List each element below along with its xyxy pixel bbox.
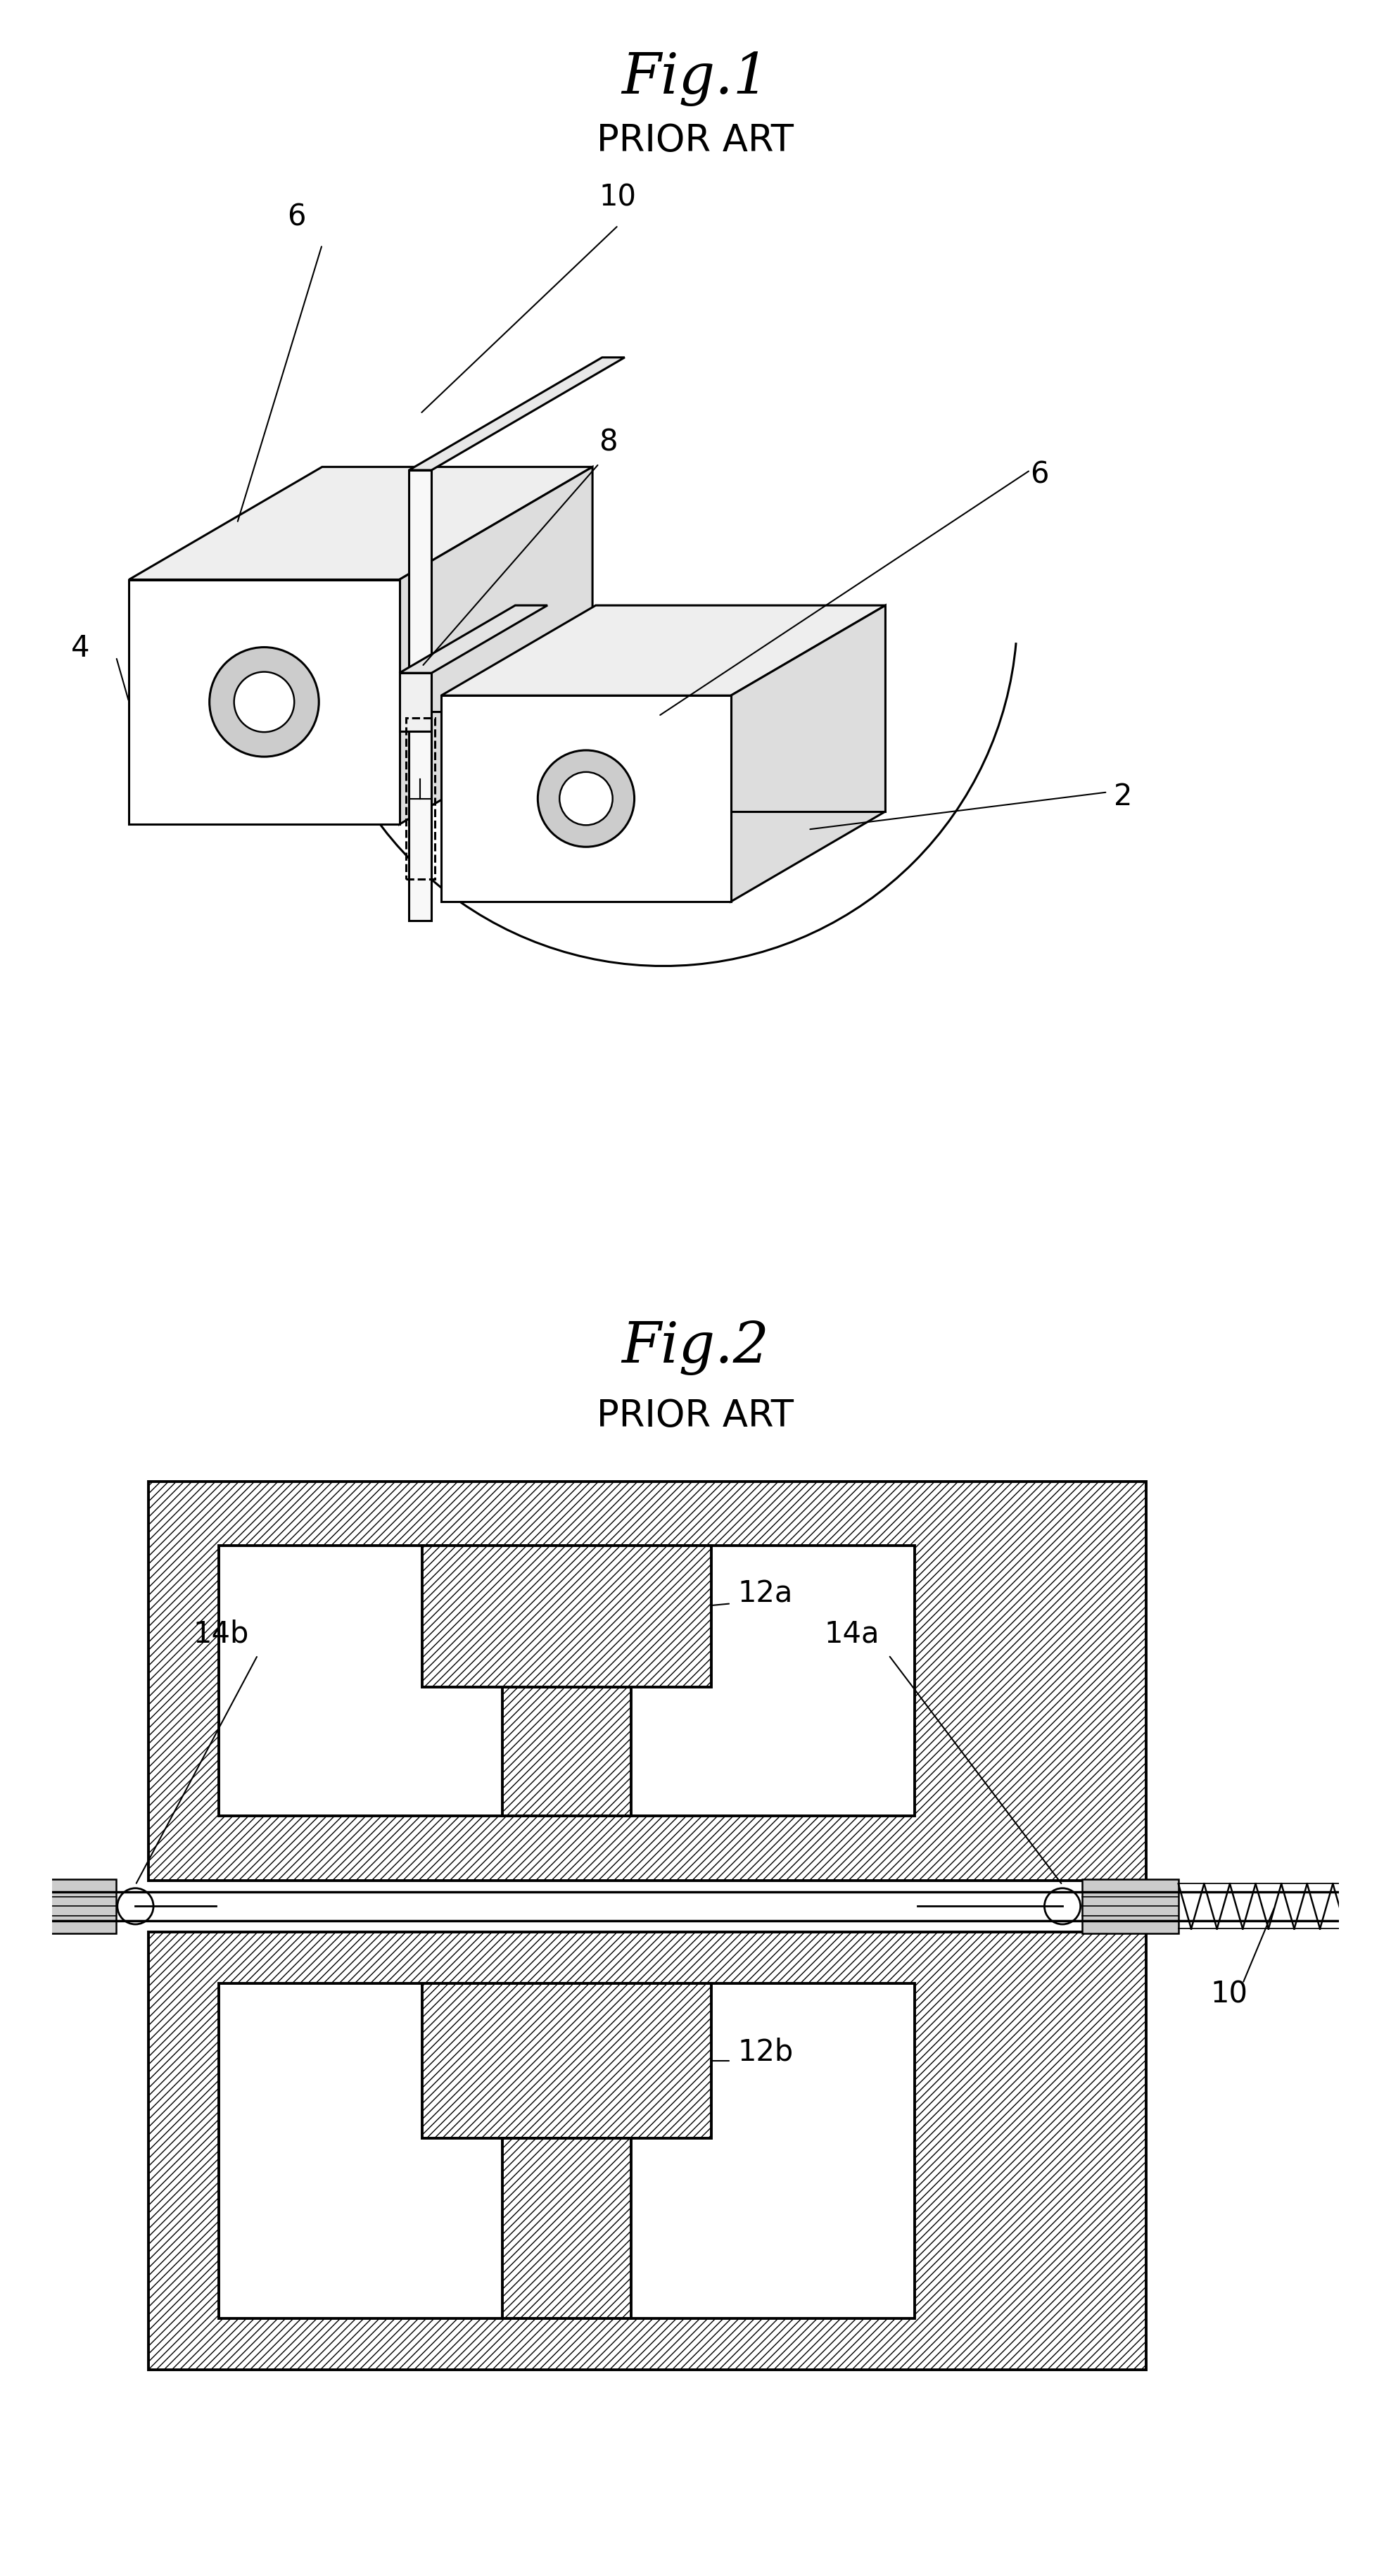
Text: 14a: 14a <box>825 1618 879 1649</box>
Polygon shape <box>441 605 886 696</box>
Bar <box>502 1687 632 1816</box>
Bar <box>149 1481 1146 1880</box>
Bar <box>914 1984 1146 2318</box>
Text: 6: 6 <box>287 201 306 232</box>
Text: 10: 10 <box>1210 1978 1248 2009</box>
Polygon shape <box>409 469 431 920</box>
Polygon shape <box>399 466 593 824</box>
Bar <box>149 1984 220 2318</box>
Text: 10: 10 <box>600 183 636 211</box>
Text: Fig.2: Fig.2 <box>622 1319 769 1376</box>
Bar <box>421 1546 712 1687</box>
Bar <box>149 1546 220 1816</box>
Text: Fig.1: Fig.1 <box>622 52 769 106</box>
Polygon shape <box>441 696 730 902</box>
Text: 8: 8 <box>600 428 618 456</box>
Bar <box>1082 1880 1178 1932</box>
Text: 12a: 12a <box>737 1579 793 1607</box>
Bar <box>149 1932 1146 1984</box>
Bar <box>149 1481 1146 1546</box>
Bar <box>421 1984 712 2138</box>
Text: 2: 2 <box>1114 781 1132 811</box>
Polygon shape <box>409 358 625 469</box>
Bar <box>220 1546 914 1816</box>
Bar <box>149 1816 1146 1880</box>
Bar <box>19 1880 115 1932</box>
Text: 6: 6 <box>1031 459 1049 489</box>
Text: PRIOR ART: PRIOR ART <box>597 1396 794 1435</box>
Bar <box>149 2318 1146 2370</box>
Polygon shape <box>399 672 431 732</box>
Circle shape <box>538 750 634 848</box>
Text: 14b: 14b <box>193 1618 249 1649</box>
Polygon shape <box>129 580 399 824</box>
Circle shape <box>559 773 612 824</box>
Text: PRIOR ART: PRIOR ART <box>597 121 794 160</box>
Bar <box>220 1984 914 2318</box>
Circle shape <box>210 647 319 757</box>
Text: 12b: 12b <box>737 2038 793 2066</box>
Bar <box>914 1546 1146 1816</box>
Polygon shape <box>129 466 593 580</box>
Polygon shape <box>399 605 548 672</box>
Bar <box>502 2138 632 2318</box>
Bar <box>149 1932 1146 2370</box>
Text: 4: 4 <box>71 634 89 662</box>
Polygon shape <box>730 605 886 902</box>
Circle shape <box>234 672 295 732</box>
